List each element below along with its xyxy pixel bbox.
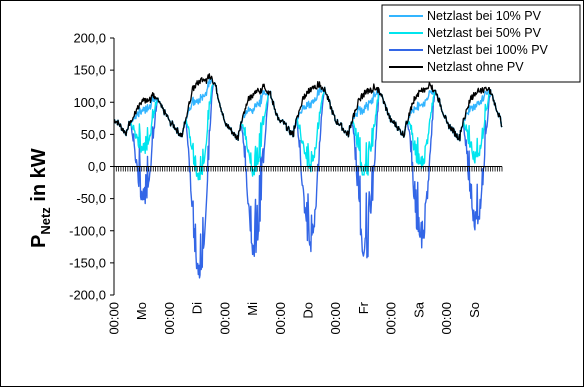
x-tick-label: Mo [134,302,149,320]
legend-label-10pv: Netzlast bei 10% PV [427,9,542,23]
x-tick-label: So [467,302,482,318]
x-tick-label: 00:00 [384,302,399,335]
x-tick-label: Di [190,302,205,314]
x-tick-label: 00:00 [273,302,288,335]
y-axis-tick-labels: 200,0 150,0 100,0 50,0 0,0 -50,0 -100,0 -150,0 -… [69,31,106,303]
legend-label-ohne-pv: Netzlast ohne PV [427,60,524,74]
y-tick-label: -200,0 [69,288,106,303]
legend-box [381,4,581,83]
y-axis-title: PNetz in kW [28,148,53,248]
series-line-10pv [113,78,503,142]
axes-layer [110,37,503,296]
y-tick-label: 150,0 [73,63,106,78]
y-tick-label: 100,0 [73,95,106,110]
legend: Netzlast bei 10% PV Netzlast bei 50% PV … [381,4,581,83]
series-line-50pv [113,82,503,181]
y-tick-label: 50,0 [81,127,106,142]
x-tick-label: 00:00 [439,302,454,335]
x-tick-label: 00:00 [162,302,177,335]
y-tick-label: -100,0 [69,223,106,238]
series-line-100pv [113,82,503,279]
x-axis-tick-labels: 00:00 Mo 00:00 Di 00:00 Mi 00:00 Do 00:00 Fr 00:00… [107,301,482,334]
x-tick-label: 00:00 [328,302,343,335]
legend-label-100pv: Netzlast bei 100% PV [427,43,549,57]
x-tick-label: 00:00 [107,302,122,335]
x-tick-label: Do [301,302,316,319]
y-tick-label: -150,0 [69,255,106,270]
series-line-ohne-pv [113,73,503,142]
y-tick-label: 0,0 [88,159,106,174]
x-tick-label: Sa [411,301,426,318]
y-tick-label: -50,0 [76,191,106,206]
x-tick-label: 00:00 [217,302,232,335]
y-tick-label: 200,0 [73,31,106,46]
legend-label-50pv: Netzlast bei 50% PV [427,26,542,40]
series-layer [113,73,503,279]
x-tick-label: Fr [356,301,371,314]
x-tick-label: Mi [245,302,260,316]
